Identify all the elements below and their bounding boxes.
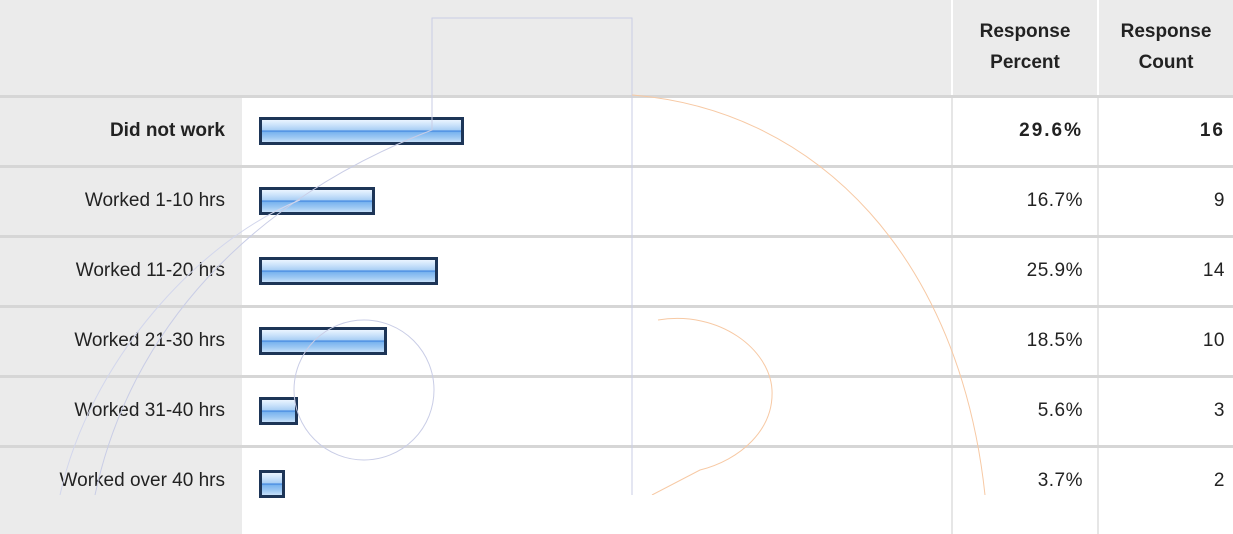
bar <box>259 469 285 498</box>
bar <box>259 397 298 425</box>
response-count: 14 <box>1097 234 1233 306</box>
header-count-line1: Response <box>1120 21 1212 43</box>
response-count: 10 <box>1097 304 1233 376</box>
response-count: 2 <box>1097 444 1233 534</box>
row-label: Worked 11-20 hrs <box>0 234 242 306</box>
row-label: Worked 21-30 hrs <box>0 304 242 376</box>
header-percent-line1: Response <box>979 21 1071 43</box>
header-percent-line2: Percent <box>990 52 1060 74</box>
header-row: Response Percent Response Count <box>0 0 1233 96</box>
bar-cell <box>242 164 952 236</box>
response-count: 9 <box>1097 164 1233 236</box>
row-label: Worked 31-40 hrs <box>0 374 242 446</box>
header-count-line2: Count <box>1138 52 1194 74</box>
response-count: 16 <box>1097 94 1233 166</box>
bar-cell <box>242 234 952 306</box>
header-response-count: Response Count <box>1097 0 1233 96</box>
header-bar-column <box>242 0 952 96</box>
row-label: Worked 1-10 hrs <box>0 164 242 236</box>
table-row: Worked 21-30 hrs 18.5% 10 <box>0 304 1233 376</box>
response-count: 3 <box>1097 374 1233 446</box>
header-response-percent: Response Percent <box>951 0 1098 96</box>
bar-cell <box>242 304 952 376</box>
table-row: Did not work 29.6% 16 <box>0 94 1233 166</box>
response-percent: 25.9% <box>951 234 1098 306</box>
table-row: Worked over 40 hrs 3.7% 2 <box>0 444 1233 534</box>
response-percent: 5.6% <box>951 374 1098 446</box>
bar <box>259 187 375 215</box>
bar-cell <box>242 374 952 446</box>
bar-cell <box>242 94 952 166</box>
row-label: Did not work <box>0 94 242 166</box>
response-percent: 16.7% <box>951 164 1098 236</box>
response-percent: 18.5% <box>951 304 1098 376</box>
row-label: Worked over 40 hrs <box>0 444 242 534</box>
bar <box>259 327 387 355</box>
bar <box>259 117 464 145</box>
header-label-column <box>0 0 242 96</box>
bar-cell <box>242 444 952 534</box>
table-row: Worked 1-10 hrs 16.7% 9 <box>0 164 1233 236</box>
bar <box>259 257 438 285</box>
table-row: Worked 11-20 hrs 25.9% 14 <box>0 234 1233 306</box>
table-row: Worked 31-40 hrs 5.6% 3 <box>0 374 1233 446</box>
response-percent: 3.7% <box>951 444 1098 534</box>
response-percent: 29.6% <box>951 94 1098 166</box>
